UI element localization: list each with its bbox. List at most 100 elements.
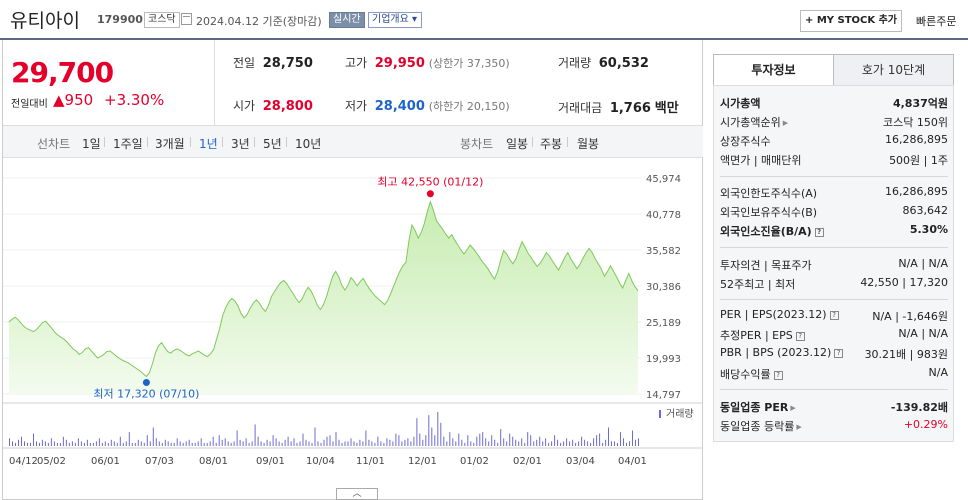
volume-bar: [110, 439, 112, 446]
volume-bar: [635, 439, 636, 446]
quote-divider: [3, 125, 703, 126]
period-3m[interactable]: 3개월: [155, 137, 185, 151]
volume-bar: [551, 441, 553, 446]
candle-daily[interactable]: 일봉: [506, 137, 529, 151]
volume-bar: [374, 442, 376, 446]
volume-bar: [224, 438, 226, 446]
market-cap-rank-row[interactable]: 시가총액순위 ▶ 코스닥 150위: [720, 114, 948, 132]
foreign-limit-value: 16,286,895: [885, 185, 948, 198]
period-10y[interactable]: 10년: [295, 137, 322, 151]
industry-per-row[interactable]: 동일업종 PER ▶ -139.82배: [720, 399, 948, 417]
chevron-right-icon: ▶: [796, 423, 802, 431]
volume-bar: [503, 438, 505, 446]
volume-bar: [404, 439, 406, 446]
per-value: N/A | -1,646원: [872, 310, 948, 323]
period-1d[interactable]: 1일: [82, 137, 101, 151]
volume-bar: [104, 441, 106, 446]
add-my-stock-button[interactable]: + MY STOCK 추가: [800, 10, 902, 32]
volume-bar: [266, 439, 268, 446]
expand-chart-button[interactable]: ︿: [336, 488, 378, 500]
volume-bar: [206, 442, 208, 446]
volume-legend-swatch: [659, 410, 661, 418]
volume-bar: [398, 435, 400, 446]
section-divider: [720, 299, 948, 300]
volume-bar: [449, 432, 451, 446]
volume-bar: [15, 442, 16, 446]
candle-monthly[interactable]: 월봉: [577, 137, 600, 151]
volume-bar: [161, 442, 163, 446]
volume-bar: [413, 436, 415, 446]
chevron-right-icon: ▶: [782, 119, 789, 127]
industry-rate-row[interactable]: 동일업종 등락률 ▶ +0.29%: [720, 418, 948, 436]
volume-bar: [314, 427, 316, 446]
volume-bar: [182, 442, 184, 446]
tab-order-book[interactable]: 호가 10단계: [833, 54, 954, 86]
volume-bar: [578, 441, 580, 446]
volume-bar: [248, 442, 250, 446]
quick-order-link[interactable]: 빠른주문: [916, 15, 957, 28]
volume-bar: [215, 442, 217, 446]
volume-bar: [269, 441, 271, 446]
help-icon[interactable]: ?: [773, 371, 783, 380]
volume-bar: [521, 438, 523, 446]
volume-bar: [617, 442, 618, 446]
volume-bar: [21, 436, 22, 446]
volume-bar: [410, 441, 412, 446]
period-selector: 선차트 1일 1주일 3개월 1년 3년 5년 10년 봉차트 일봉 주봉 월봉: [3, 126, 703, 158]
opinion-value: N/A | N/A: [898, 257, 948, 270]
price-chart[interactable]: 45,974 40,778 35,582 30,386 25,189 19,993 14,7…: [3, 158, 703, 500]
company-info-dropdown[interactable]: 기업개요 ▾: [368, 12, 423, 28]
price-box: 29,700 전일대비 ▲950 +3.30%: [3, 40, 215, 125]
stock-header: 유티아이 179900 코스닥 2024.04.12 기준(장마감) 실시간 기…: [0, 0, 968, 38]
volume-bar: [500, 429, 502, 446]
volume-bar: [233, 441, 235, 446]
volume-bar: [18, 439, 19, 446]
volume-bar: [275, 438, 277, 446]
volume-bar: [68, 442, 70, 446]
low-marker: [142, 379, 150, 387]
volume-bar: [33, 433, 34, 446]
volume-bar: [86, 439, 88, 446]
low-label: 저가: [345, 99, 368, 113]
volume-bar: [74, 442, 76, 446]
volume-bar: [278, 441, 280, 446]
period-1w[interactable]: 1주일: [113, 137, 143, 151]
volume-bar: [122, 442, 124, 446]
foreign-hold-row: 외국인보유주식수(B) 863,642: [720, 204, 948, 222]
volume-bar: [158, 441, 160, 446]
help-icon[interactable]: ?: [829, 311, 839, 320]
high-value: 29,950: [374, 56, 425, 71]
volume-bar: [191, 442, 193, 446]
help-icon[interactable]: ?: [795, 332, 805, 341]
volume-bar: [575, 442, 577, 446]
volume-bar: [596, 435, 598, 446]
period-1y[interactable]: 1년: [199, 137, 218, 151]
x-tick-label: 01/02: [460, 456, 489, 467]
x-tick-label: 02/01: [513, 456, 542, 467]
realtime-button[interactable]: 실시간: [329, 12, 365, 28]
volume-bar: [83, 442, 85, 446]
volume-bar: [113, 441, 115, 446]
help-icon[interactable]: ?: [814, 228, 824, 237]
volume-bar: [209, 441, 211, 446]
volume-bar: [377, 436, 379, 446]
period-5y[interactable]: 5년: [263, 137, 282, 151]
opinion-label: 투자의견 | 목표주가: [720, 259, 812, 272]
volume-bar: [44, 441, 46, 446]
volume-bar: [30, 442, 31, 446]
quote-table: 전일 28,750 고가 29,950 (상한가 37,350) 거래량 60,…: [215, 40, 703, 125]
low-label: 최저 17,320 (07/10): [93, 388, 199, 401]
period-3y[interactable]: 3년: [231, 137, 250, 151]
x-tick-label: 09/01: [256, 456, 285, 467]
chevron-up-icon: ︿: [352, 489, 362, 499]
candle-weekly[interactable]: 주봉: [540, 137, 563, 151]
volume-bar: [401, 441, 403, 446]
tab-invest-info[interactable]: 투자정보: [713, 54, 834, 86]
volume-bar: [236, 430, 238, 446]
foreign-hold-label: 외국인보유주식수(B): [720, 206, 818, 219]
volume-bar: [287, 436, 289, 446]
volume-bar: [473, 442, 475, 446]
amount-unit: 백만: [654, 101, 679, 116]
help-icon[interactable]: ?: [834, 349, 844, 358]
volume-bar: [299, 441, 301, 446]
